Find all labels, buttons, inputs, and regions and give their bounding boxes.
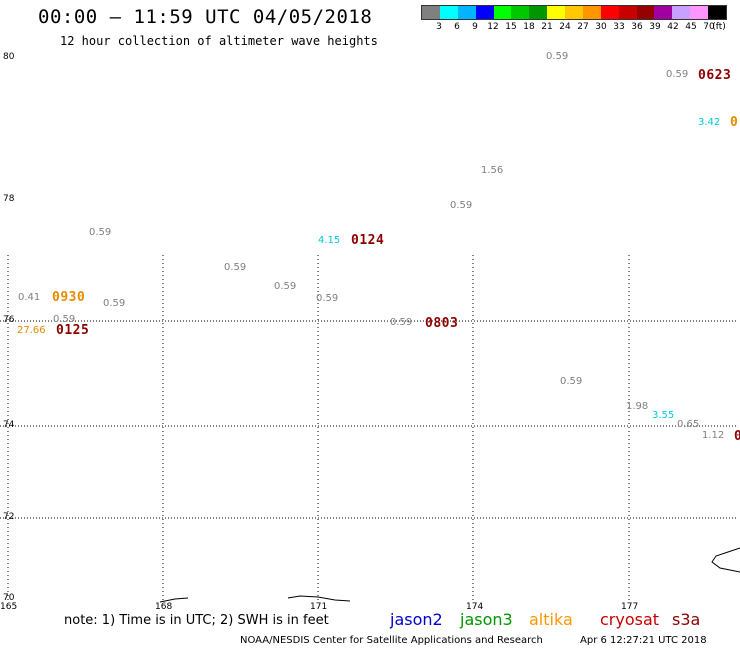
wave-height-value: 0.59 [666, 69, 689, 80]
map-title: 00:00 – 11:59 UTC 04/05/2018 [38, 6, 373, 28]
wave-height-value: 1.56 [481, 165, 504, 176]
wave-height-value: 1.98 [626, 401, 649, 412]
legend-label: 39 [649, 22, 661, 32]
pass-time-label: 0803 [425, 316, 459, 331]
lat-label-78: 78 [3, 194, 15, 204]
wave-height-value: 3.42 [698, 117, 721, 128]
legend-swatch [439, 6, 458, 19]
satellite-jason3-label: jason3 [460, 610, 513, 629]
legend-color-bar [421, 5, 727, 20]
legend-label: 30 [595, 22, 607, 32]
legend-swatch [547, 6, 565, 19]
wave-height-value: 0.59 [546, 51, 569, 62]
wave-height-value: 0.59 [316, 293, 339, 304]
legend-label: (ft) [712, 22, 726, 32]
coastline-bottom-1 [159, 597, 189, 603]
legend-label: 24 [559, 22, 571, 32]
legend-swatch [690, 6, 708, 19]
satellite-altika-label: altika [529, 610, 573, 629]
legend-label: 42 [667, 22, 679, 32]
legend-swatch [457, 6, 476, 19]
legend-swatch [708, 6, 726, 19]
legend-swatch [672, 6, 691, 19]
legend-swatch [422, 6, 440, 19]
satellite-cryosat-label: cryosat [600, 610, 660, 629]
legend-swatch [475, 6, 494, 19]
pass-time-label: 0930 [52, 290, 86, 305]
lat-label-70: 70 [3, 593, 15, 603]
wave-height-value: 0.59 [274, 281, 297, 292]
legend-swatch [582, 6, 601, 19]
wave-height-value: 1.12 [702, 430, 725, 441]
wave-height-value: 0.59 [103, 298, 126, 309]
credit-line: NOAA/NESDIS Center for Satellite Applica… [240, 635, 543, 646]
wave-height-value: 27.66 [17, 325, 46, 336]
wave-height-value: 0.59 [53, 314, 76, 325]
lat-label-72: 72 [3, 512, 15, 522]
wave-height-value: 0.65 [677, 419, 700, 430]
graticule [0, 255, 736, 600]
legend-label: 21 [541, 22, 553, 32]
legend-swatch [654, 6, 673, 19]
wave-height-value: 4.15 [318, 235, 341, 246]
legend-swatch [600, 6, 619, 19]
wave-height-value: 0.59 [450, 200, 473, 211]
legend-label: 9 [472, 22, 478, 32]
satellite-jason2-label: jason2 [390, 610, 443, 629]
coastline-bottom-2 [287, 595, 351, 602]
wave-height-value: 0.59 [390, 317, 413, 328]
pass-time-label: 0 [734, 429, 740, 444]
coastline-east [711, 547, 740, 573]
legend-swatch [493, 6, 512, 19]
legend-label: 15 [505, 22, 517, 32]
legend-label: 18 [523, 22, 535, 32]
wave-height-value: 0.41 [18, 292, 41, 303]
map-subtitle: 12 hour collection of altimeter wave hei… [60, 34, 378, 48]
legend-label: 12 [487, 22, 499, 32]
color-legend: 3 6 9 12 15 18 21 24 27 30 33 36 39 42 45 70 (ft) [421, 5, 727, 37]
wave-height-value: 3.55 [652, 410, 675, 421]
lon-label-174: 174 [466, 602, 484, 612]
legend-label: 70 [703, 22, 715, 32]
legend-labels: 3 6 9 12 15 18 21 24 27 30 33 36 39 42 45 70 (ft) [421, 20, 727, 34]
lat-label-80: 80 [3, 52, 15, 62]
lat-label-76: 76 [3, 315, 15, 325]
lon-label-171: 171 [310, 602, 328, 612]
lon-label-168: 168 [155, 602, 173, 612]
pass-time-label: 0623 [698, 68, 732, 83]
legend-label: 6 [454, 22, 460, 32]
legend-label: 3 [436, 22, 442, 32]
wave-height-value: 0.59 [560, 376, 583, 387]
lon-label-177: 177 [621, 602, 639, 612]
legend-label: 36 [631, 22, 643, 32]
pass-time-label: 0124 [351, 233, 385, 248]
satellite-s3a-label: s3a [672, 610, 701, 629]
legend-label: 27 [577, 22, 589, 32]
pass-time-label: 0125 [56, 323, 90, 338]
legend-label: 33 [613, 22, 625, 32]
lon-label-165: 165 [0, 602, 18, 612]
legend-swatch [565, 6, 583, 19]
legend-label: 45 [685, 22, 697, 32]
legend-swatch [511, 6, 530, 19]
wave-height-value: 0.59 [89, 227, 112, 238]
lat-label-74: 74 [3, 420, 15, 430]
coastline [159, 547, 740, 603]
pass-time-label: 0 [730, 115, 739, 130]
legend-swatch [529, 6, 548, 19]
legend-swatch [618, 6, 637, 19]
legend-swatch [636, 6, 655, 19]
generation-timestamp: Apr 6 12:27:21 UTC 2018 [580, 635, 707, 646]
wave-height-value: 0.59 [224, 262, 247, 273]
footer-note: note: 1) Time is in UTC; 2) SWH is in fe… [64, 613, 329, 628]
